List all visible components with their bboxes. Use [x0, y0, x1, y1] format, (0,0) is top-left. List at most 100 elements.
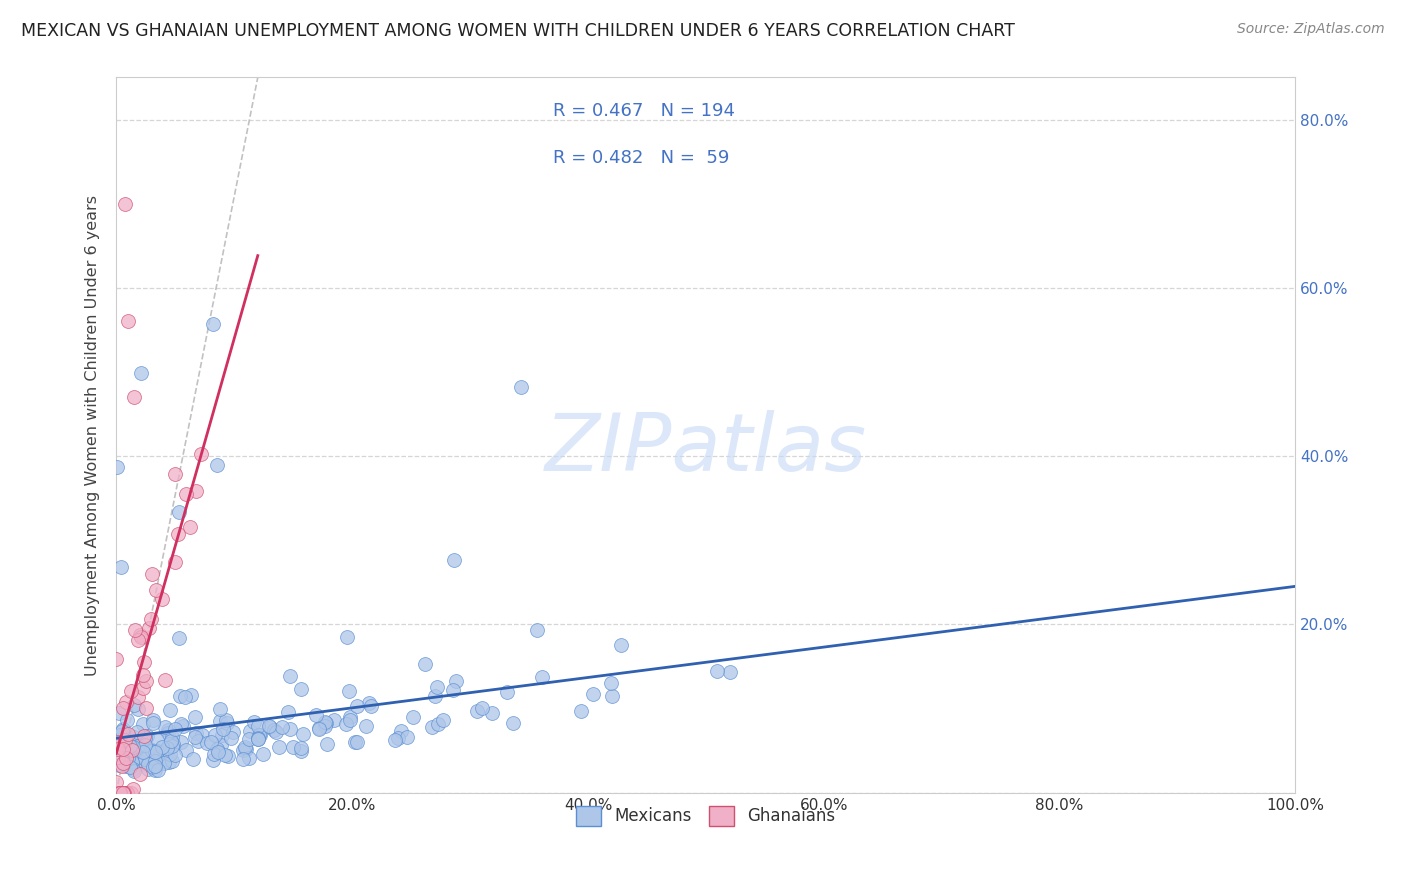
Point	[112, 786, 135, 800]
Point	[222, 725, 245, 739]
Point	[322, 714, 344, 728]
Point	[247, 732, 270, 747]
Point	[145, 582, 167, 597]
Point	[413, 657, 436, 671]
Point	[233, 740, 256, 755]
Point	[718, 665, 741, 679]
Point	[105, 786, 128, 800]
Point	[337, 684, 360, 698]
Point	[148, 763, 170, 777]
Point	[184, 484, 207, 499]
Point	[121, 743, 143, 757]
Point	[142, 760, 165, 774]
Point	[209, 739, 232, 753]
Point	[207, 744, 229, 758]
Point	[134, 731, 156, 745]
Text: ZIPatlas: ZIPatlas	[544, 410, 868, 488]
Point	[138, 621, 160, 635]
Point	[156, 741, 179, 756]
Point	[232, 752, 254, 766]
Point	[278, 668, 301, 682]
Point	[432, 713, 454, 727]
Point	[277, 705, 299, 719]
Point	[201, 753, 224, 767]
Point	[291, 727, 314, 741]
Point	[502, 715, 524, 730]
Point	[395, 730, 418, 744]
Point	[304, 708, 326, 723]
Point	[531, 670, 554, 684]
Point	[211, 728, 233, 742]
Point	[132, 745, 155, 759]
Point	[129, 754, 152, 768]
Point	[127, 702, 149, 716]
Point	[160, 739, 183, 754]
Point	[426, 680, 449, 694]
Text: R = 0.467   N = 194: R = 0.467 N = 194	[553, 102, 734, 120]
Point	[153, 673, 176, 687]
Point	[174, 690, 197, 704]
Point	[200, 735, 222, 749]
Point	[290, 682, 312, 697]
Point	[252, 747, 274, 761]
Point	[132, 667, 155, 681]
Point	[160, 730, 183, 744]
Point	[114, 745, 136, 759]
Point	[129, 367, 152, 381]
Point	[105, 652, 128, 666]
Point	[191, 728, 214, 742]
Point	[153, 720, 176, 734]
Point	[202, 747, 225, 761]
Point	[184, 710, 207, 724]
Point	[316, 737, 339, 751]
Point	[427, 716, 450, 731]
Point	[122, 739, 145, 754]
Text: MEXICAN VS GHANAIAN UNEMPLOYMENT AMONG WOMEN WITH CHILDREN UNDER 6 YEARS CORRELA: MEXICAN VS GHANAIAN UNEMPLOYMENT AMONG W…	[21, 22, 1015, 40]
Point	[290, 743, 312, 757]
Point	[114, 751, 136, 765]
Point	[132, 681, 155, 695]
Point	[105, 774, 128, 789]
Point	[112, 786, 135, 800]
Point	[610, 638, 633, 652]
Point	[141, 744, 163, 758]
Point	[143, 754, 166, 768]
Point	[217, 748, 239, 763]
Point	[122, 781, 145, 796]
Point	[136, 762, 159, 776]
Point	[219, 731, 242, 746]
Point	[239, 723, 262, 738]
Point	[142, 713, 165, 727]
Point	[266, 725, 288, 739]
Point	[387, 731, 409, 745]
Point	[145, 759, 167, 773]
Point	[280, 723, 302, 737]
Point	[135, 700, 157, 714]
Point	[315, 715, 337, 730]
Point	[344, 735, 367, 749]
Point	[600, 689, 623, 703]
Point	[354, 719, 377, 733]
Point	[122, 730, 145, 744]
Point	[134, 729, 156, 743]
Point	[569, 704, 592, 718]
Point	[339, 713, 361, 727]
Point	[112, 786, 135, 800]
Point	[152, 743, 174, 757]
Point	[443, 553, 465, 567]
Point	[238, 751, 260, 765]
Text: R = 0.482   N =  59: R = 0.482 N = 59	[553, 149, 728, 167]
Point	[114, 196, 136, 211]
Point	[157, 755, 180, 769]
Point	[314, 715, 336, 730]
Point	[346, 735, 368, 749]
Point	[121, 756, 143, 770]
Point	[441, 683, 464, 698]
Point	[111, 786, 134, 800]
Point	[132, 716, 155, 731]
Point	[141, 612, 163, 626]
Point	[384, 732, 406, 747]
Point	[139, 742, 162, 756]
Point	[281, 739, 304, 754]
Point	[238, 731, 260, 746]
